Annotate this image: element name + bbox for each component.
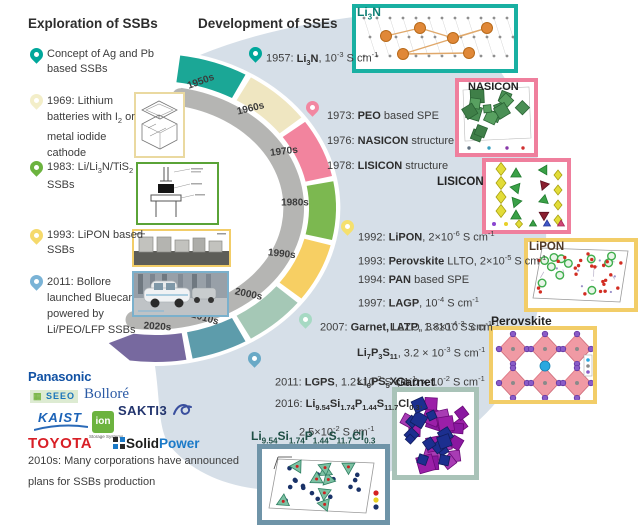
structure-box-garnet — [392, 387, 479, 480]
milestone-2011-lgps-block: 2011: LGPS, 1.2×10-2 S cm-1 2016: Li9.54… — [275, 374, 423, 439]
caption-line-1: 2010s: Many corporations have announced — [28, 455, 239, 467]
structure-box-lipon — [524, 238, 638, 312]
structure-box-nasicon — [455, 78, 538, 157]
decade-segment-1990s — [279, 238, 331, 299]
decade-segment-2000s — [236, 286, 298, 339]
decade-segment-1960s — [236, 77, 302, 134]
decade-ring — [131, 87, 305, 330]
logo-solidpower: SolidPower — [113, 436, 200, 451]
caption-line-2: plans for SSBs production — [28, 476, 156, 488]
logo-seeo: ▦ SEEO — [30, 390, 79, 403]
milestone-1993-lipon-ssbs: 1993: LiPON based SSBs — [47, 229, 144, 256]
label-lisicon: LISICON — [437, 176, 484, 188]
logo-ion-subtext: Storage Systems — [89, 434, 124, 439]
sem-crosssection-sketch — [134, 233, 229, 265]
decade-label-1980s: 1980s — [281, 198, 309, 209]
logo-panasonic: Panasonic — [28, 369, 92, 384]
decade-segment-1950s — [176, 55, 246, 98]
heading-development-sses: Development of SSEs — [198, 16, 338, 31]
milestone-1973-peo-block: 1973: PEO based SPE 1976: NASICON struct… — [327, 110, 455, 172]
cell-crosssection-sketch — [150, 167, 205, 217]
milestone-2011-bluecar: 2011: Bollore launched Bluecar powered b… — [47, 276, 136, 336]
structure-box-perovskite — [489, 326, 597, 404]
milestone-concept-ssbs: Concept of Ag and Pb based SSBs — [47, 48, 155, 75]
label-perovskite: Perovskite — [491, 314, 552, 328]
milestone-1992-lipon-block: 1992: LiPON, 2×10-6 S cm-1 1993: Perovsk… — [358, 229, 547, 334]
kaist-swoosh-icon — [34, 424, 88, 431]
milestone-1957-li3n: 1957: Li3N, 10-3 S cm-1 — [266, 50, 379, 67]
garnet-crystal-art — [399, 396, 470, 475]
perovskite-crystal-art — [495, 330, 595, 402]
lgps-crystal-art — [268, 456, 379, 514]
milestone-1969-lithium-iodide: 1969: Lithium batteries with I2 or metal… — [47, 95, 135, 160]
structure-box-lisicon — [482, 158, 571, 234]
label-lipon: LiPON — [529, 241, 565, 253]
lipon-crystal-art — [532, 247, 629, 303]
label-nasicon: NASICON — [468, 81, 519, 93]
milestone-1983-li3n-tis2: 1983: Li/Li3N/TiS2 SSBs — [47, 161, 134, 192]
solidpower-squares-icon — [113, 437, 125, 449]
decade-label-2020s: 2020s — [143, 321, 172, 334]
photo-2011-bluecar — [132, 271, 229, 317]
logo-toyota: TOYOTA — [28, 435, 93, 452]
sketch-1969-battery-drawing — [134, 92, 185, 158]
label-li3n: Li3N — [357, 5, 381, 22]
background-crescent — [155, 10, 547, 491]
milestone-2007-garnet-block: 2007: Garnet, LLZO, 3×10-4 S cm-1 Li7P3S… — [320, 319, 493, 391]
lisicon-crystal-art — [492, 161, 566, 229]
structure-box-lgps — [257, 444, 390, 525]
logo-sakti3: SAKTI3 — [118, 403, 168, 418]
decade-segment-1980s — [305, 181, 337, 240]
decade-label-1970s: 1970s — [270, 145, 299, 159]
sketch-1983-cell-crosssection — [136, 162, 219, 225]
decade-segment-2020s — [108, 333, 187, 363]
decade-segment-1970s — [282, 121, 332, 182]
sakti3-swirl-icon — [173, 404, 192, 415]
logo-ion: ion — [92, 411, 114, 433]
label-garnet: Garnet — [396, 375, 435, 389]
logo-bollore: Bolloré — [84, 386, 129, 402]
structure-box-li3n — [352, 4, 520, 73]
label-lgps-formula: Li9.54Si1.74P1.44S11.7Cl0.3 — [251, 429, 376, 446]
li3n-crystal-art — [362, 16, 520, 60]
seeo-grid-icon: ▦ — [33, 391, 43, 401]
sketch-1993-lipon-sem — [132, 229, 231, 267]
nasicon-crystal-art — [461, 86, 532, 150]
heading-exploration-ssbs: Exploration of SSBs — [28, 16, 158, 31]
logo-kaist: KAIST — [38, 410, 82, 425]
decade-segment-2010s — [187, 318, 246, 359]
decade-label-1990s: 1990s — [267, 247, 296, 261]
exploded-cell-sketch — [141, 100, 178, 150]
bluecar-street-photo — [134, 273, 227, 315]
